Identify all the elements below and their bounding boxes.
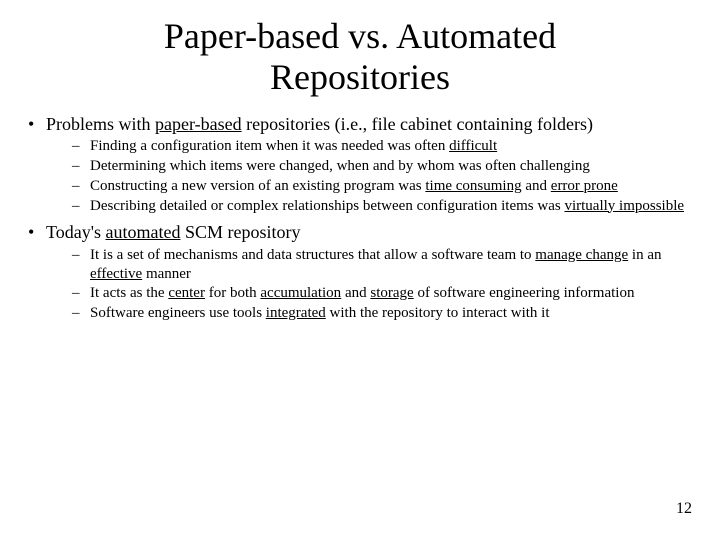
b2s1-u2: effective xyxy=(90,266,142,282)
b2s3-post: with the repository to interact with it xyxy=(326,305,550,321)
b2s3-pre: Software engineers use tools xyxy=(90,305,266,321)
bullet-1-sub-1: Finding a configuration item when it was… xyxy=(72,137,692,156)
bullet-2-text-post: SCM repository xyxy=(180,222,300,242)
b2s2-post: of software engineering information xyxy=(414,285,635,301)
bullet-2-sub-1: It is a set of mechanisms and data struc… xyxy=(72,246,692,284)
b1s3-pre: Constructing a new version of an existin… xyxy=(90,178,425,194)
b2s3-u: integrated xyxy=(266,305,326,321)
b2s2-mid2: and xyxy=(341,285,370,301)
bullet-2-text-pre: Today's xyxy=(46,222,105,242)
b2s1-mid: in an xyxy=(628,247,661,263)
title-line-2: Repositories xyxy=(270,57,450,97)
b2s1-pre: It is a set of mechanisms and data struc… xyxy=(90,247,535,263)
b1s1-u: difficult xyxy=(449,138,497,154)
page-number: 12 xyxy=(676,500,692,518)
bullet-1-sub-3: Constructing a new version of an existin… xyxy=(72,177,692,196)
b1s3-mid: and xyxy=(522,178,551,194)
b1s1-pre: Finding a configuration item when it was… xyxy=(90,138,449,154)
bullet-2: Today's automated SCM repository It is a… xyxy=(28,221,692,323)
bullet-2-underline: automated xyxy=(105,222,180,242)
bullet-1-sub-2: Determining which items were changed, wh… xyxy=(72,157,692,176)
bullet-1-text-post: repositories (i.e., file cabinet contain… xyxy=(242,114,593,134)
b2s2-pre: It acts as the xyxy=(90,285,168,301)
b2s1-post: manner xyxy=(142,266,191,282)
bullet-1: Problems with paper-based repositories (… xyxy=(28,113,692,216)
slide-title: Paper-based vs. Automated Repositories xyxy=(28,16,692,99)
slide: Paper-based vs. Automated Repositories P… xyxy=(0,0,720,540)
b2s2-u2: accumulation xyxy=(260,285,341,301)
b2s2-u1: center xyxy=(168,285,205,301)
title-line-1: Paper-based vs. Automated xyxy=(164,16,556,56)
b2s2-mid1: for both xyxy=(205,285,260,301)
bullet-2-sublist: It is a set of mechanisms and data struc… xyxy=(46,246,692,323)
bullet-2-sub-2: It acts as the center for both accumulat… xyxy=(72,284,692,303)
bullet-1-sub-4: Describing detailed or complex relations… xyxy=(72,197,692,216)
b2s1-u1: manage change xyxy=(535,247,628,263)
b1s4-pre: Describing detailed or complex relations… xyxy=(90,198,564,214)
bullet-2-sub-3: Software engineers use tools integrated … xyxy=(72,304,692,323)
bullet-list: Problems with paper-based repositories (… xyxy=(28,113,692,323)
b1s2-text: Determining which items were changed, wh… xyxy=(90,158,590,174)
b1s3-u2: error prone xyxy=(551,178,618,194)
bullet-1-text-pre: Problems with xyxy=(46,114,155,134)
b1s4-u: virtually impossible xyxy=(564,198,684,214)
b2s2-u3: storage xyxy=(370,285,413,301)
bullet-1-sublist: Finding a configuration item when it was… xyxy=(46,137,692,215)
b1s3-u1: time consuming xyxy=(425,178,521,194)
bullet-1-underline: paper-based xyxy=(155,114,242,134)
